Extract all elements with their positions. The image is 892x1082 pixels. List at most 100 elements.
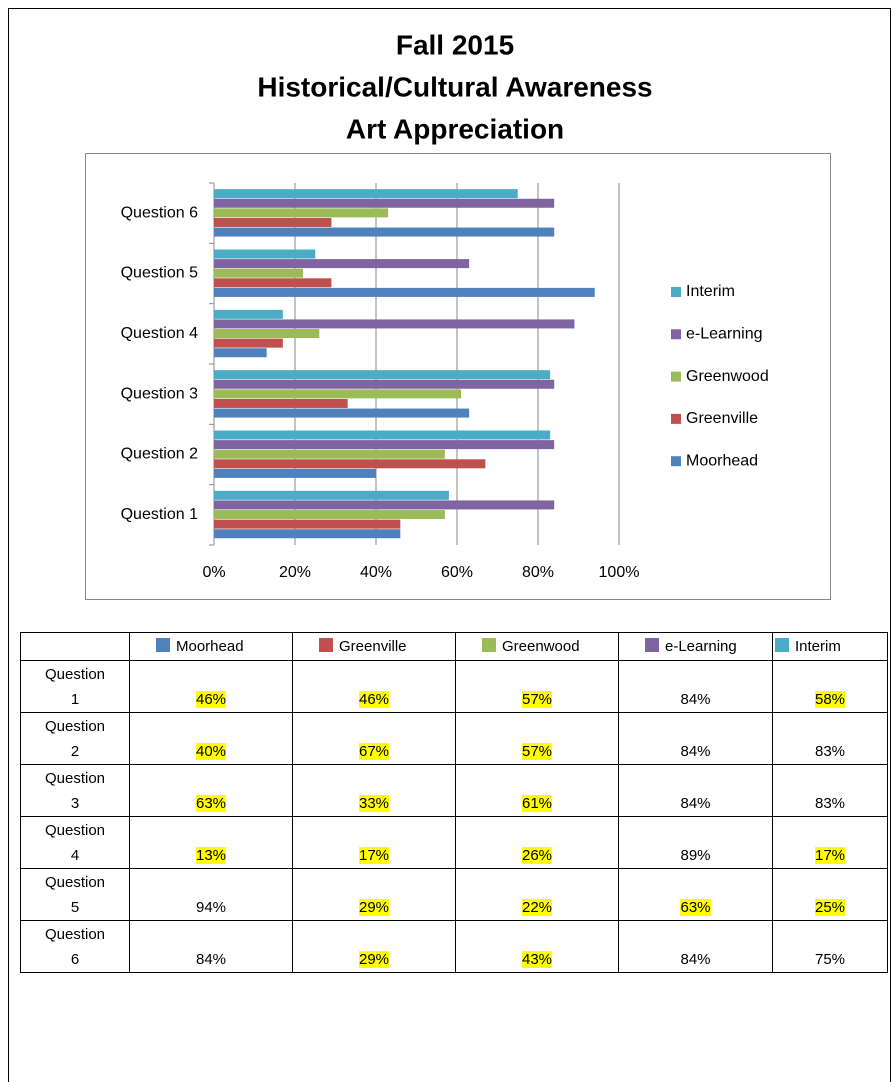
header-cell (20, 632, 130, 661)
value-cell: 57% (455, 712, 619, 765)
legend-label: Moorhead (686, 452, 758, 469)
bar (214, 500, 555, 510)
value-cell: 29% (292, 920, 456, 973)
legend-swatch (156, 638, 170, 652)
header-label: Greenwood (502, 638, 580, 655)
legend-swatch (319, 638, 333, 652)
cell-value: 58% (814, 691, 846, 708)
x-tick-label: 80% (522, 564, 554, 581)
legend-swatch (671, 371, 681, 382)
value-cell: 17% (772, 816, 888, 869)
cell-value: 84% (680, 691, 711, 708)
header-cell: Greenville (292, 632, 456, 661)
cell-value: 63% (195, 795, 227, 812)
row-label-cell: Question 4 (20, 816, 130, 869)
bar (214, 408, 470, 418)
bar (214, 227, 555, 237)
cell-value: 57% (521, 743, 553, 760)
value-cell: 26% (455, 816, 619, 869)
bar (214, 249, 316, 259)
bar (214, 379, 555, 389)
legend-label: Interim (686, 283, 735, 300)
legend-swatch (671, 329, 681, 340)
table-row: Question 4 13% 17% 26% 89% 17% (20, 816, 888, 869)
legend-swatch (671, 456, 681, 467)
row-label: Question 1 (44, 665, 106, 708)
bar (214, 329, 320, 339)
title-line: Art Appreciation (346, 113, 564, 144)
cell-value: 26% (521, 847, 553, 864)
cell-value: 84% (680, 951, 711, 968)
cell-value: 43% (521, 951, 553, 968)
cell-value: 22% (521, 899, 553, 916)
bar (214, 440, 555, 450)
value-cell: 46% (292, 660, 456, 713)
value-cell: 84% (618, 712, 773, 765)
y-tick-label: Question 6 (121, 204, 198, 221)
row-label-cell: Question 5 (20, 868, 130, 921)
bar (214, 490, 449, 500)
bar (214, 217, 332, 227)
legend-label: Greenwood (686, 368, 769, 385)
row-label-cell: Question 1 (20, 660, 130, 713)
page-border (8, 8, 891, 1082)
bar (214, 189, 518, 199)
cell-value: 29% (358, 899, 390, 916)
cell-value: 84% (680, 743, 711, 760)
cell-value: 57% (521, 691, 553, 708)
bar (214, 348, 267, 358)
row-label-cell: Question 2 (20, 712, 130, 765)
bar (214, 389, 462, 399)
value-cell: 43% (455, 920, 619, 973)
row-label-cell: Question 3 (20, 764, 130, 817)
bar (214, 529, 401, 539)
table-row: Question 1 46% 46% 57% 84% 58% (20, 660, 888, 713)
value-cell: 84% (618, 920, 773, 973)
cell-value: 40% (195, 743, 227, 760)
bar (214, 430, 551, 440)
title-line: Fall 2015 (396, 29, 514, 60)
x-tick-label: 0% (202, 564, 225, 581)
value-cell: 57% (455, 660, 619, 713)
bar (214, 459, 486, 469)
cell-value: 17% (814, 847, 846, 864)
x-tick-label: 60% (441, 564, 473, 581)
value-cell: 46% (129, 660, 293, 713)
value-cell: 33% (292, 764, 456, 817)
value-cell: 40% (129, 712, 293, 765)
cell-value: 75% (814, 951, 846, 968)
row-label: Question 3 (44, 769, 106, 812)
legend-swatch (671, 413, 681, 424)
cell-value: 67% (358, 743, 390, 760)
value-cell: 84% (618, 764, 773, 817)
y-tick-label: Question 4 (121, 325, 198, 342)
row-label: Question 2 (44, 717, 106, 760)
value-cell: 67% (292, 712, 456, 765)
y-tick-label: Question 3 (121, 385, 198, 402)
cell-value: 89% (680, 847, 711, 864)
bar (214, 510, 445, 520)
cell-value: 17% (358, 847, 390, 864)
bar (214, 287, 595, 297)
table-row: Question 6 84% 29% 43% 84% 75% (20, 920, 888, 973)
legend-label: Greenville (686, 410, 758, 427)
title-line: Historical/Cultural Awareness (257, 71, 652, 102)
value-cell: 94% (129, 868, 293, 921)
legend-swatch (671, 287, 681, 297)
value-cell: 61% (455, 764, 619, 817)
cell-value: 25% (814, 899, 846, 916)
value-cell: 13% (129, 816, 293, 869)
y-tick-label: Question 5 (121, 265, 198, 282)
x-tick-label: 40% (360, 564, 392, 581)
cell-value: 84% (195, 951, 227, 968)
bar (214, 468, 376, 478)
header-label: Moorhead (176, 638, 244, 655)
y-tick-label: Question 1 (121, 506, 198, 523)
cell-value: 33% (358, 795, 390, 812)
row-label: Question 6 (44, 925, 106, 968)
cell-value: 29% (358, 951, 390, 968)
header-cell: Moorhead (129, 632, 293, 661)
legend-swatch (645, 638, 659, 652)
legend-label: e-Learning (686, 326, 763, 343)
